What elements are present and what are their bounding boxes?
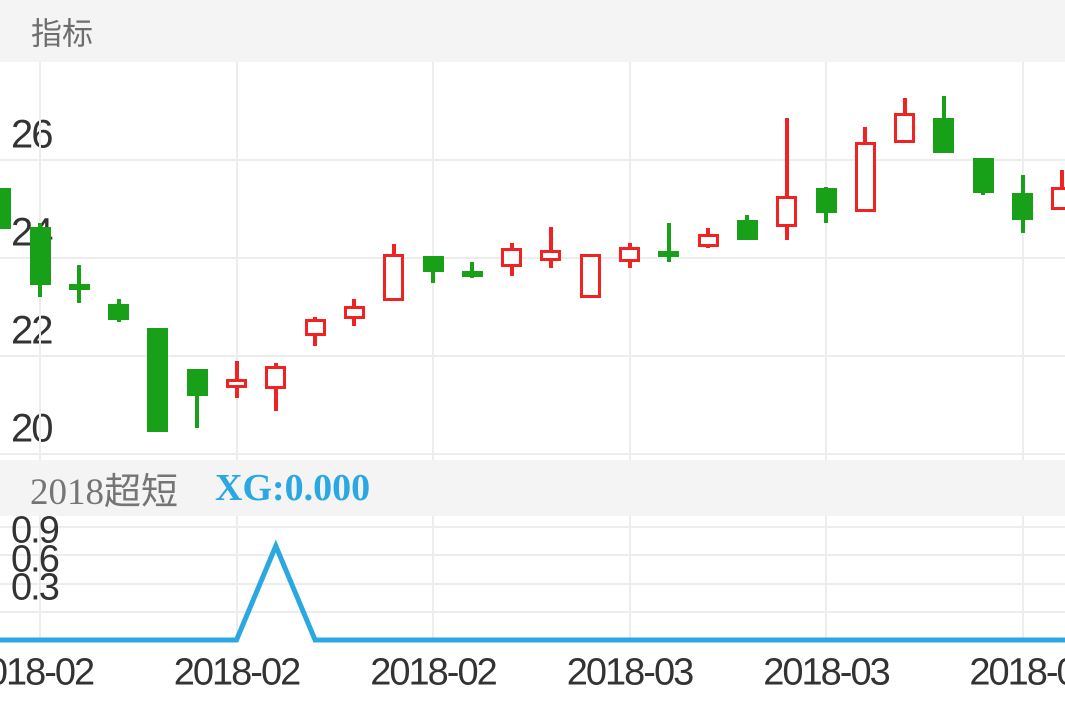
candle-body [854,141,876,212]
candle-wick [470,262,475,278]
candle-body [383,253,405,301]
candle-body [147,327,169,433]
candle-body [108,303,130,321]
candle-body [265,365,287,389]
candle-body [894,113,916,143]
candle-body [186,368,208,396]
candle-body [933,117,955,154]
h-gridline [0,526,1065,529]
sub-indicator-name[interactable]: 2018超短 [30,472,178,513]
v-gridline [235,62,238,460]
candle-body [226,378,247,388]
x-axis-label: 2018-0 [969,651,1065,694]
h-gridline [0,354,1065,357]
x-axis-label: 2018-03 [763,651,890,694]
x-axis-label: 2018-02 [173,651,301,694]
sub-indicator-bar: 2018超短 XG:0.000 [0,460,1065,516]
candle-body [29,227,51,286]
candle-body [343,306,365,320]
h-gridline [0,158,1065,161]
candle-wick [666,223,671,263]
candle-body [736,220,758,241]
x-axis-label: 018-02 [0,651,95,694]
indicator-tab[interactable]: 指标 [31,16,93,52]
xg-signal-value: XG:0.000 [215,467,371,509]
candle-body [619,247,640,263]
v-gridline [825,62,827,460]
x-axis-label: 2018-03 [566,651,694,694]
v-gridline [1021,62,1024,460]
candle-wick [195,368,200,429]
h-gridline [0,452,1065,455]
candle-body [68,283,90,291]
indicator-header-bar: 指标 [0,0,1065,62]
candle-body [422,255,444,273]
candle-body [579,253,601,298]
candle-body [0,187,12,230]
candle-wick [548,227,553,269]
candle-body [461,271,483,278]
candle-wick [784,117,789,241]
candle-body [815,187,837,214]
h-gridline [0,256,1065,259]
candle-body [501,248,523,268]
candle-body [1051,186,1065,210]
y-axis-label: 20 [11,406,53,450]
candle-body [658,251,680,258]
y-axis-label: 22 [11,308,53,352]
candle-body [972,158,994,194]
candle-body [697,233,719,248]
x-axis-label: 2018-02 [370,651,497,694]
candle-body [776,196,798,228]
candle-body [1012,193,1033,221]
y-axis-label: 26 [11,112,53,156]
candle-body [540,250,562,262]
candle-body [304,319,326,336]
